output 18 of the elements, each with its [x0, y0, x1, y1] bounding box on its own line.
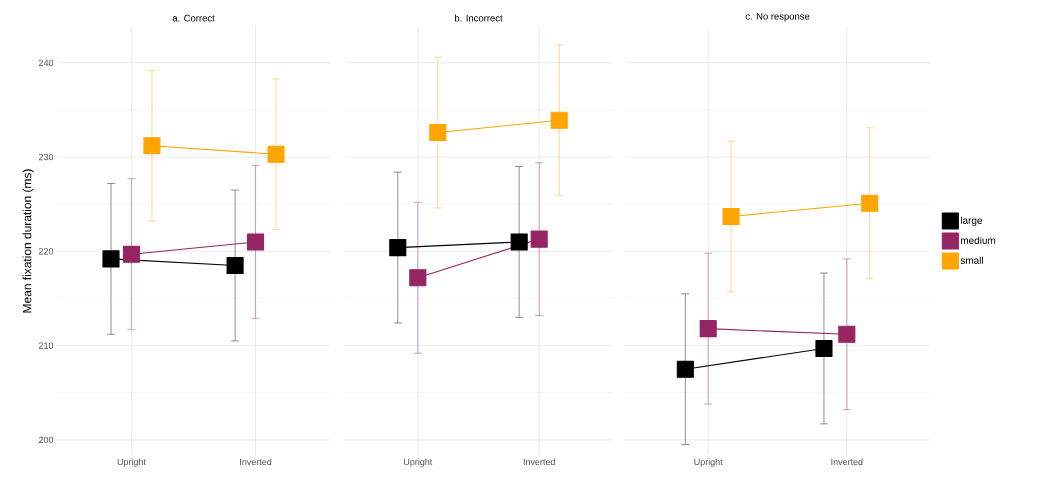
x-tick-label: Upright	[404, 458, 433, 467]
x-tick-label: Upright	[117, 458, 146, 467]
y-tick-label: 240	[38, 59, 54, 66]
y-tick-label: 220	[38, 248, 54, 255]
x-tick-label: Upright	[694, 458, 723, 467]
chart-title: a. Correct	[172, 14, 215, 22]
y-tick-label: 200	[38, 436, 54, 444]
legend-label: large	[961, 216, 983, 226]
legend-label: medium	[961, 236, 996, 244]
x-tick-label: Inverted	[831, 458, 863, 466]
y-tick-label: 210	[38, 342, 54, 349]
chart-title: b. Incorrect	[455, 14, 503, 22]
y-tick-label: 230	[38, 153, 54, 161]
legend-label: small	[960, 256, 983, 264]
y-axis-title: Mean fixation duration (ms)	[22, 169, 34, 313]
x-tick-label: Inverted	[523, 458, 555, 466]
x-tick-label: Inverted	[240, 458, 272, 466]
chart-title: c. No response	[745, 13, 810, 22]
